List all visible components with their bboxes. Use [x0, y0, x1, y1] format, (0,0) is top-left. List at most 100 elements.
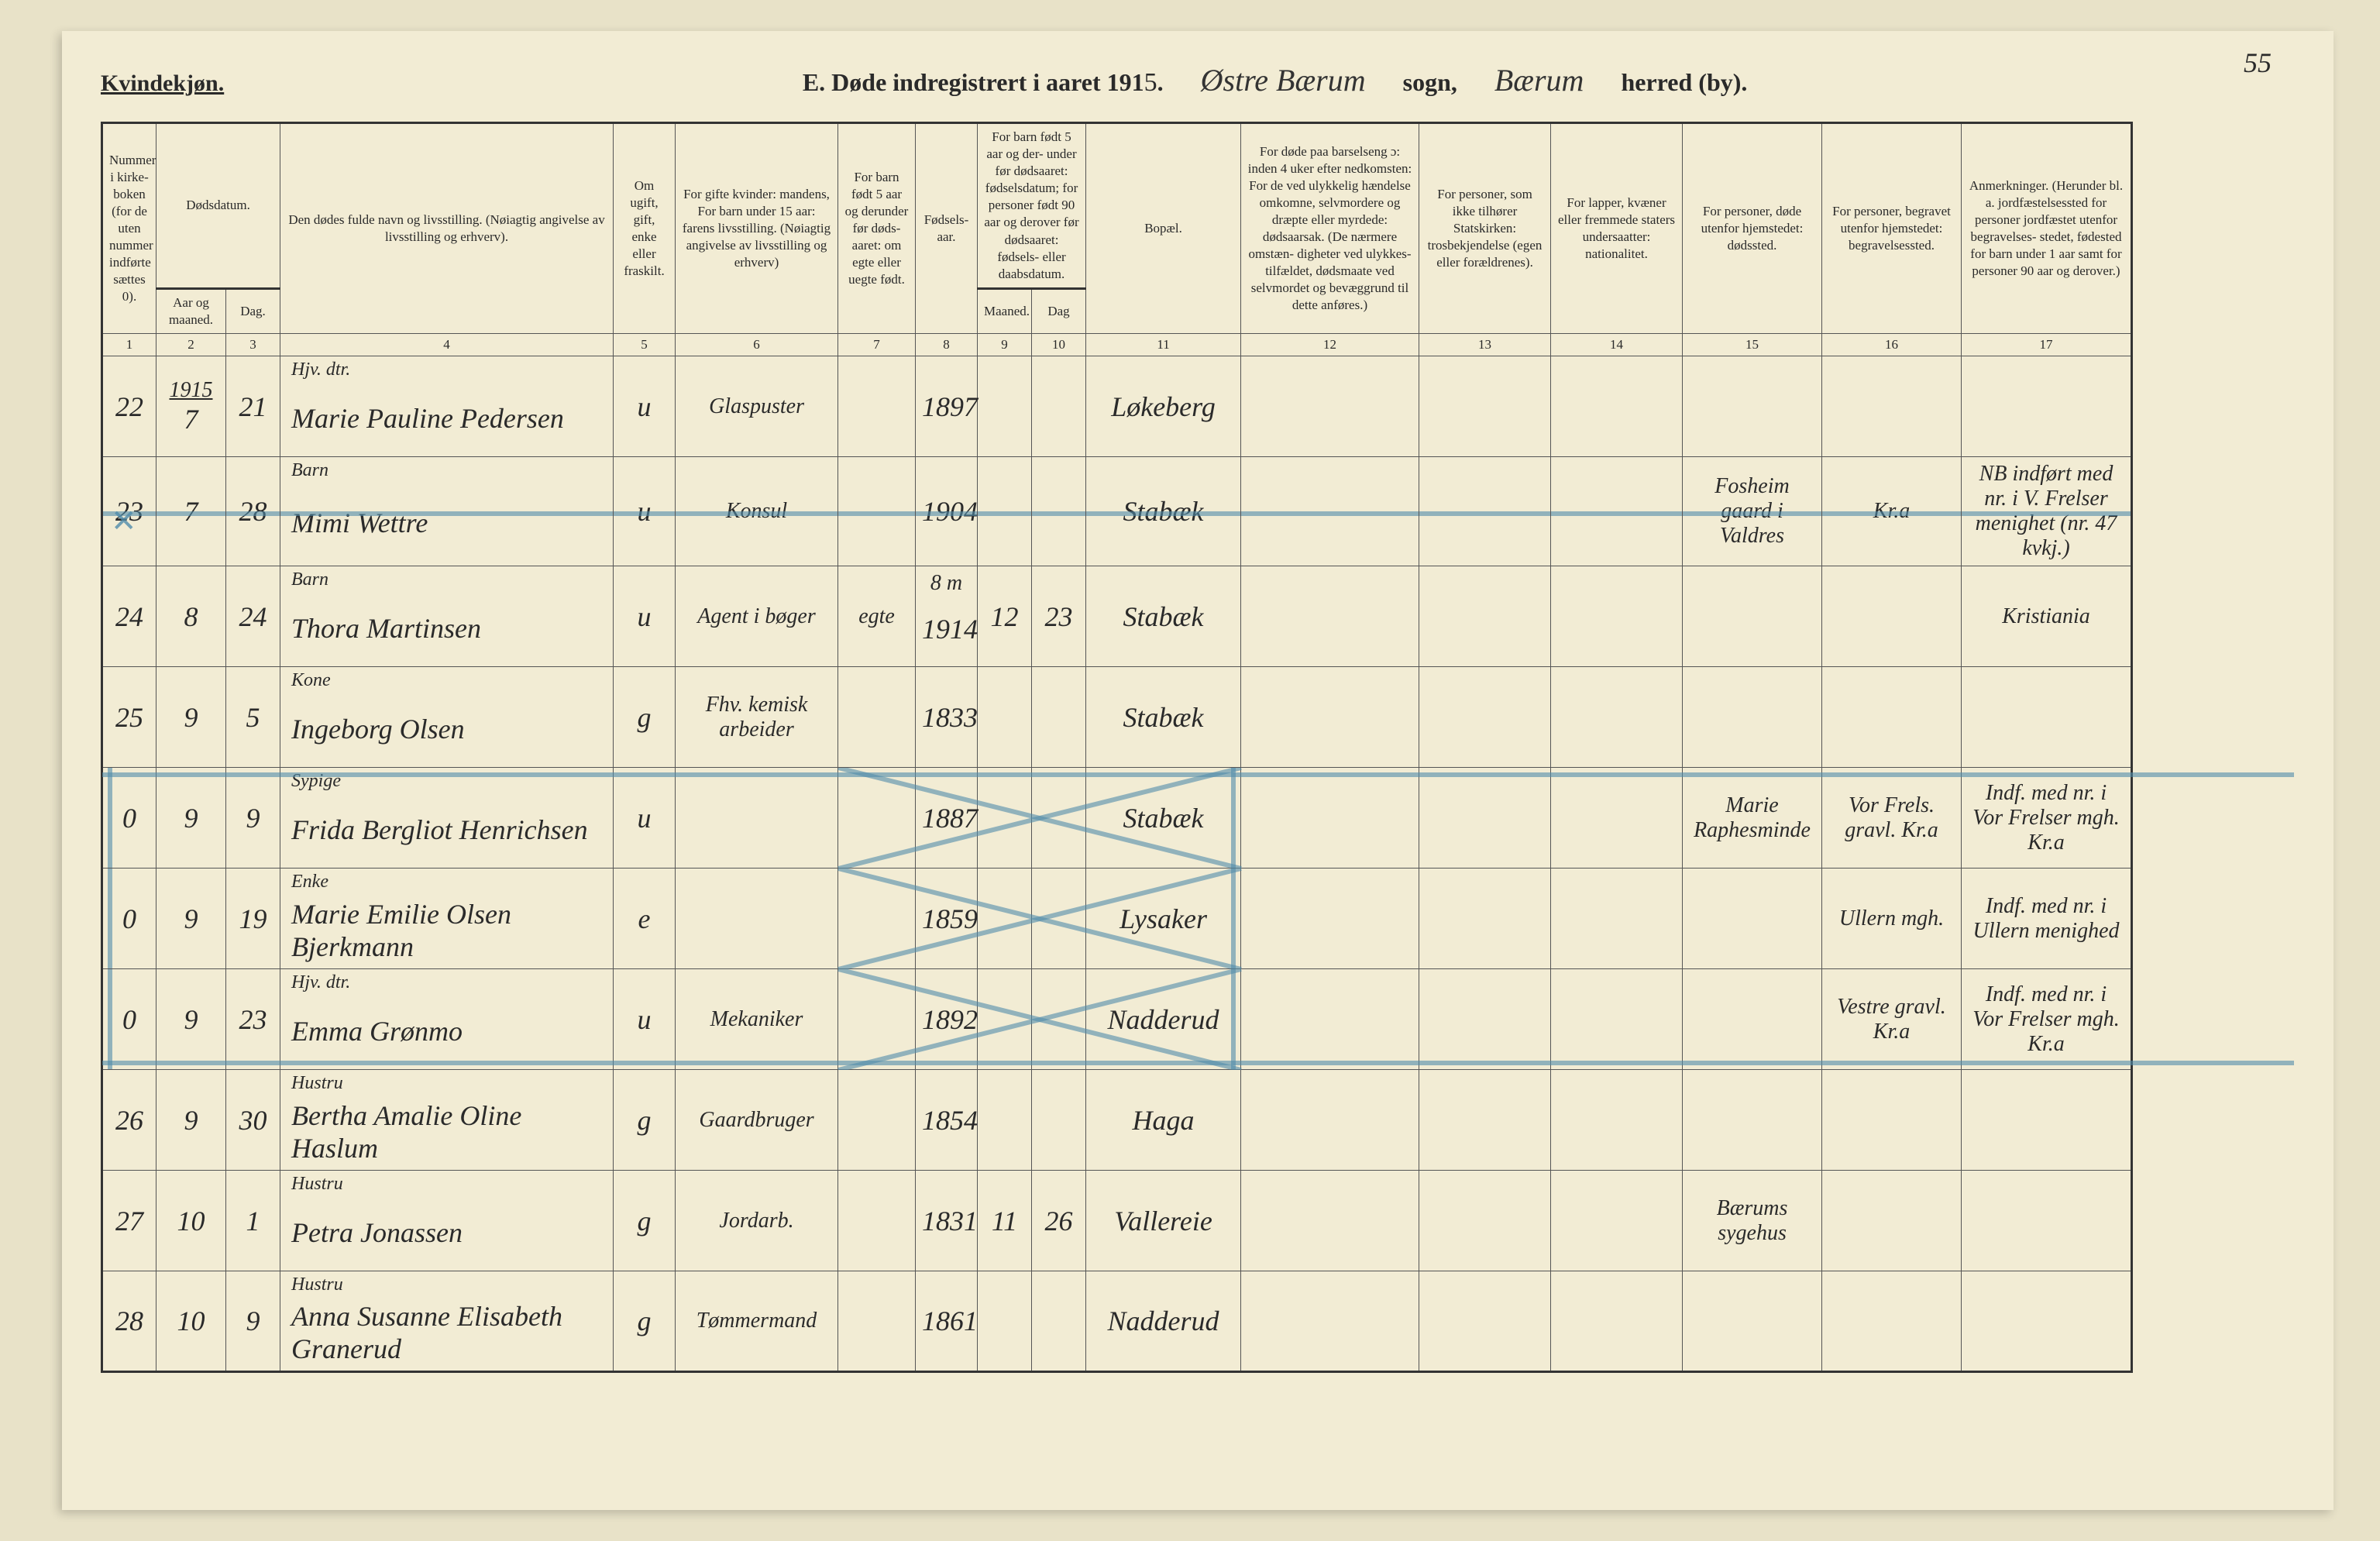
residence: Vallereie [1086, 1171, 1241, 1271]
colnum: 1 [102, 334, 156, 356]
husband-occupation: Tømmermand [676, 1271, 838, 1372]
nationality [1551, 1271, 1683, 1372]
husband-occupation: Mekaniker [676, 969, 838, 1070]
death-place [1683, 1070, 1822, 1171]
birth-day [1032, 869, 1086, 969]
table-row: 0 9 19 Enke Marie Emilie Olsen Bjerkmann… [102, 869, 2294, 969]
legitimacy [838, 667, 916, 768]
confession [1419, 969, 1551, 1070]
colnum: 10 [1032, 334, 1086, 356]
burial-place: Vestre gravl. Kr.a [1822, 969, 1962, 1070]
birth-day [1032, 969, 1086, 1070]
death-place [1683, 566, 1822, 667]
legitimacy [838, 969, 916, 1070]
col-header: Dødsdatum. [156, 123, 280, 289]
person-name: Ingeborg Olsen [291, 690, 607, 745]
death-day: 28 [226, 457, 280, 566]
remarks [1962, 667, 2132, 768]
birth-month [978, 457, 1032, 566]
husband-occupation: Gaardbruger [676, 1070, 838, 1171]
entry-number: 26 [102, 1070, 156, 1171]
birth-day: 23 [1032, 566, 1086, 667]
occupation: Hjv. dtr. [291, 972, 350, 993]
death-month: 9 [156, 667, 226, 768]
legitimacy [838, 869, 916, 969]
colnum: 13 [1419, 334, 1551, 356]
occupation: Sypige [291, 771, 341, 792]
nationality [1551, 356, 1683, 457]
husband-occupation [676, 768, 838, 869]
title-line: E. Døde indregistrert i aaret 1915. Østr… [255, 62, 2295, 98]
remarks: Indf. med nr. i Vor Frelser mgh. Kr.a [1962, 768, 2132, 869]
entry-number: 28 [102, 1271, 156, 1372]
col-header: For personer, døde utenfor hjemstedet: d… [1683, 123, 1822, 334]
table-row: 25 9 5 Kone Ingeborg Olsen g Fhv. kemisk… [102, 667, 2294, 768]
birth-year: 1859 [916, 869, 978, 969]
blue-bracket-vertical [108, 768, 112, 868]
col-header: For døde paa barselseng ɔ: inden 4 uker … [1241, 123, 1419, 334]
marital-status: u [614, 457, 676, 566]
death-month: 10 [156, 1271, 226, 1372]
death-cause [1241, 1070, 1419, 1171]
marital-status: g [614, 667, 676, 768]
remarks [1962, 1171, 2132, 1271]
burial-place [1822, 1070, 1962, 1171]
occupation: Hustru [291, 1073, 343, 1094]
husband-occupation: Konsul [676, 457, 838, 566]
colnum: 2 [156, 334, 226, 356]
colnum: 17 [1962, 334, 2132, 356]
death-place: Bærums sygehus [1683, 1171, 1822, 1271]
birth-year: 1833 [916, 667, 978, 768]
burial-place [1822, 566, 1962, 667]
death-day: 30 [226, 1070, 280, 1171]
death-cause [1241, 1271, 1419, 1372]
col-subheader: Dag [1032, 288, 1086, 333]
entry-number: 23✕ [102, 457, 156, 566]
occupation: Barn [291, 460, 328, 481]
name-cell: Enke Marie Emilie Olsen Bjerkmann [280, 869, 614, 969]
district-label: herred (by). [1621, 68, 1747, 96]
colnum: 8 [916, 334, 978, 356]
title-prefix: E. [803, 68, 825, 96]
entry-number: 0 [102, 768, 156, 869]
death-cause [1241, 457, 1419, 566]
birth-day [1032, 1070, 1086, 1171]
register-page: 55 Kvindekjøn. E. Døde indregistrert i a… [62, 31, 2334, 1510]
district-name: Bærum [1494, 63, 1584, 98]
colnum: 3 [226, 334, 280, 356]
marital-status: u [614, 566, 676, 667]
birth-year: 1831 [916, 1171, 978, 1271]
death-month: 10 [156, 1171, 226, 1271]
birth-year: 8 m1914 [916, 566, 978, 667]
marital-status: g [614, 1271, 676, 1372]
legitimacy [838, 1171, 916, 1271]
colnum: 12 [1241, 334, 1419, 356]
birth-year: 1887 [916, 768, 978, 869]
burial-place [1822, 667, 1962, 768]
occupation: Enke [291, 872, 328, 893]
table-row: 0 9 9 Sypige Frida Bergliot Henrichsen u… [102, 768, 2294, 869]
death-month: 9 [156, 1070, 226, 1171]
colnum: 7 [838, 334, 916, 356]
person-name: Marie Pauline Pedersen [291, 379, 607, 435]
legitimacy [838, 356, 916, 457]
birth-month [978, 356, 1032, 457]
gender-label: Kvindekjøn. [101, 71, 224, 97]
residence: Stabæk [1086, 768, 1241, 869]
birth-day [1032, 1271, 1086, 1372]
person-name: Petra Jonassen [291, 1193, 607, 1249]
remarks [1962, 1070, 2132, 1171]
death-cause [1241, 969, 1419, 1070]
colnum: 4 [280, 334, 614, 356]
colnum: 11 [1086, 334, 1241, 356]
residence: Stabæk [1086, 667, 1241, 768]
marital-status: u [614, 768, 676, 869]
death-month: 8 [156, 566, 226, 667]
nationality [1551, 566, 1683, 667]
birth-year: 1892 [916, 969, 978, 1070]
husband-occupation: Glaspuster [676, 356, 838, 457]
birth-day [1032, 457, 1086, 566]
person-name: Marie Emilie Olsen Bjerkmann [291, 875, 607, 963]
col-header: Fødsels- aar. [916, 123, 978, 334]
confession [1419, 1271, 1551, 1372]
